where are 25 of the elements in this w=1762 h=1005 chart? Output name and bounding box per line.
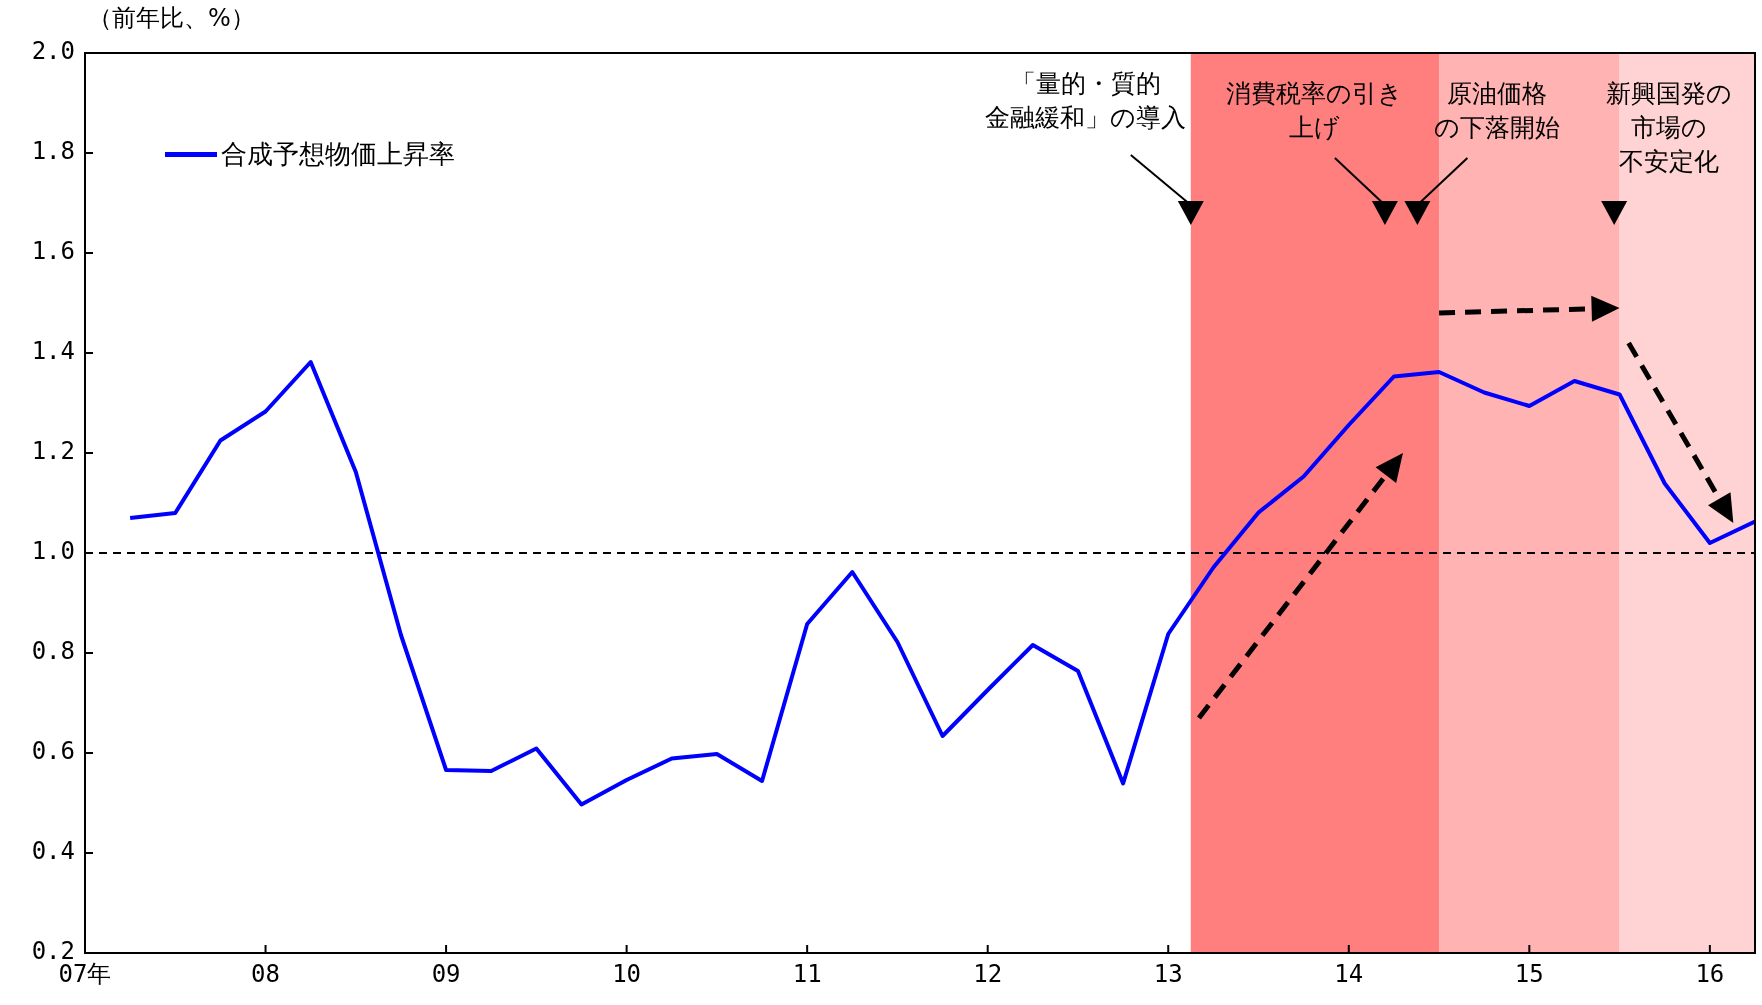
y-tick-label: 0.8 xyxy=(31,637,75,666)
annotation: 原油価格の下落開始 xyxy=(1434,78,1561,142)
y-tick-label: 0.4 xyxy=(31,837,75,866)
y-tick-label: 2.0 xyxy=(31,37,75,66)
x-tick-label: 12 xyxy=(973,959,1003,988)
x-tick-label: 14 xyxy=(1334,959,1364,988)
y-tick-label: 1.8 xyxy=(31,137,75,166)
y-tick-label: 1.4 xyxy=(31,337,75,366)
x-tick-label: 08 xyxy=(251,959,280,988)
annotation: 新興国発の市場の不安定化 xyxy=(1606,78,1733,176)
x-tick-label: 16 xyxy=(1695,959,1725,988)
y-axis-title: （前年比、%） xyxy=(88,3,255,34)
x-tick-label: 07年 xyxy=(58,959,112,988)
y-tick-label: 1.2 xyxy=(31,437,75,466)
x-tick-label: 13 xyxy=(1153,959,1183,988)
y-tick-label: 0.6 xyxy=(31,737,75,766)
annotation: 「量的・質的金融緩和」の導入 xyxy=(985,68,1187,132)
y-tick-label: 1.0 xyxy=(31,537,75,566)
x-tick-label: 09 xyxy=(431,959,461,988)
x-tick-label: 10 xyxy=(612,959,642,988)
x-tick-label: 11 xyxy=(792,959,822,988)
annotation: 消費税率の引き上げ xyxy=(1226,78,1404,142)
x-tick-label: 15 xyxy=(1514,959,1544,988)
legend-label: 合成予想物価上昇率 xyxy=(221,138,455,171)
y-tick-label: 1.6 xyxy=(31,237,75,266)
